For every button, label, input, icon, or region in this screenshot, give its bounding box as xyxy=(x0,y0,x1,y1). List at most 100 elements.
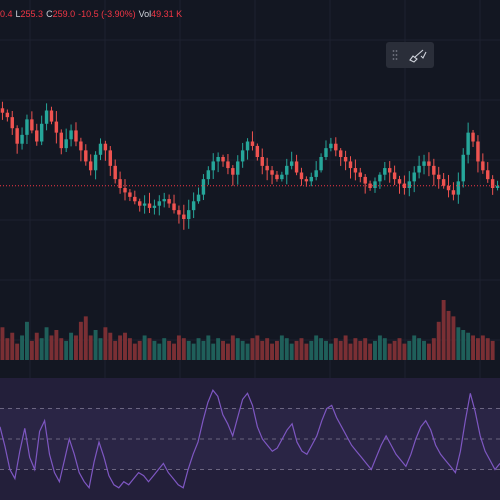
volume-bar xyxy=(475,338,480,360)
legend-volume-value: 49.31 K xyxy=(151,9,183,19)
volume-bar xyxy=(382,338,387,360)
volume-bar xyxy=(299,338,304,360)
candle-body xyxy=(211,161,215,171)
volume-bar xyxy=(74,335,78,360)
volume-bar xyxy=(181,338,186,360)
legend-close-label: C xyxy=(46,9,53,19)
volume-bar xyxy=(456,327,461,360)
volume-bar xyxy=(265,338,270,360)
volume-bar xyxy=(206,335,211,360)
volume-bar xyxy=(289,343,294,360)
volume-bar xyxy=(314,335,319,360)
candle-body xyxy=(324,148,328,157)
candle-body xyxy=(363,176,367,184)
candle-body xyxy=(476,141,480,162)
candlesticks xyxy=(0,101,500,230)
volume-bar xyxy=(216,338,221,360)
volume-bar xyxy=(93,330,98,360)
volume-bar xyxy=(446,310,451,360)
candle-body xyxy=(128,192,132,197)
candle-body xyxy=(206,170,211,180)
volume-bar xyxy=(397,338,402,360)
candle-body xyxy=(490,179,495,188)
volume-bar xyxy=(69,332,74,360)
volume-bar xyxy=(20,335,25,360)
candle-body xyxy=(5,112,10,118)
candle-body xyxy=(329,143,333,149)
volume-bar xyxy=(44,327,49,360)
candle-body xyxy=(10,117,14,129)
volume-bar xyxy=(191,343,196,360)
volume-bar xyxy=(49,335,54,360)
candle-body xyxy=(142,203,147,206)
volume-bar xyxy=(230,335,235,360)
volume-bar xyxy=(172,343,176,360)
candle-body xyxy=(260,157,264,166)
candle-body xyxy=(456,181,461,195)
candle-body xyxy=(471,132,475,142)
candle-body xyxy=(236,161,240,175)
legend-open-fragment: 0.4 xyxy=(0,9,13,19)
candle-body xyxy=(358,172,363,177)
candle-body xyxy=(294,161,299,173)
candle-body xyxy=(387,168,392,173)
volume-bar xyxy=(392,340,397,360)
volume-bar xyxy=(103,327,108,360)
candle-body xyxy=(64,139,68,149)
volume-bar xyxy=(186,340,191,360)
volume-bar xyxy=(176,335,181,360)
candle-body xyxy=(270,170,274,175)
candle-body xyxy=(461,154,465,182)
candle-body xyxy=(432,165,436,175)
volume-bar xyxy=(270,343,275,360)
volume-bar xyxy=(338,340,343,360)
volume-bar xyxy=(284,338,289,360)
volume-bar xyxy=(196,338,201,360)
volume-bar xyxy=(441,300,446,360)
candle-body xyxy=(280,174,284,180)
candle-body xyxy=(103,143,108,151)
candle-body xyxy=(133,196,137,202)
candle-body xyxy=(338,150,343,157)
candle-body xyxy=(54,121,59,133)
ohlc-legend: 0.4 L 255.3 C 259.0 -10.5 (-3.90%) Vol 49.3… xyxy=(0,7,182,21)
candle-body xyxy=(69,130,73,140)
candle-body xyxy=(113,165,117,180)
candle-body xyxy=(373,181,377,188)
volume-bar xyxy=(358,340,363,360)
volume-bar xyxy=(377,335,382,360)
volume-bar xyxy=(373,340,377,360)
volume-bar xyxy=(211,343,216,360)
floating-drawing-toolbar xyxy=(386,42,434,68)
candle-body xyxy=(84,150,88,162)
candle-body xyxy=(147,203,152,208)
candle-body xyxy=(49,110,54,122)
candle-body xyxy=(30,119,34,131)
volume-bar xyxy=(250,338,255,360)
volume-bar xyxy=(147,338,152,360)
candle-body xyxy=(481,161,485,171)
drag-handle-icon[interactable] xyxy=(392,49,398,61)
volume-bar xyxy=(225,343,230,360)
candle-body xyxy=(437,174,441,180)
candle-body xyxy=(304,179,309,182)
rsi-level-lines xyxy=(0,408,500,470)
candle-body xyxy=(412,172,416,182)
volume-bar xyxy=(387,343,392,360)
candle-body xyxy=(15,128,19,144)
volume-bar xyxy=(152,340,157,360)
paint-brush-icon[interactable] xyxy=(408,47,428,63)
volume-bar xyxy=(417,338,422,360)
volume-bar xyxy=(431,338,436,360)
candle-body xyxy=(123,188,127,193)
candle-body xyxy=(187,210,191,219)
candle-body xyxy=(172,203,176,211)
candle-body xyxy=(285,165,289,175)
candle-body xyxy=(177,210,181,215)
volume-bar xyxy=(157,343,162,360)
candle-body xyxy=(20,134,24,144)
volume-bar xyxy=(309,340,314,360)
volume-bar xyxy=(108,332,113,360)
